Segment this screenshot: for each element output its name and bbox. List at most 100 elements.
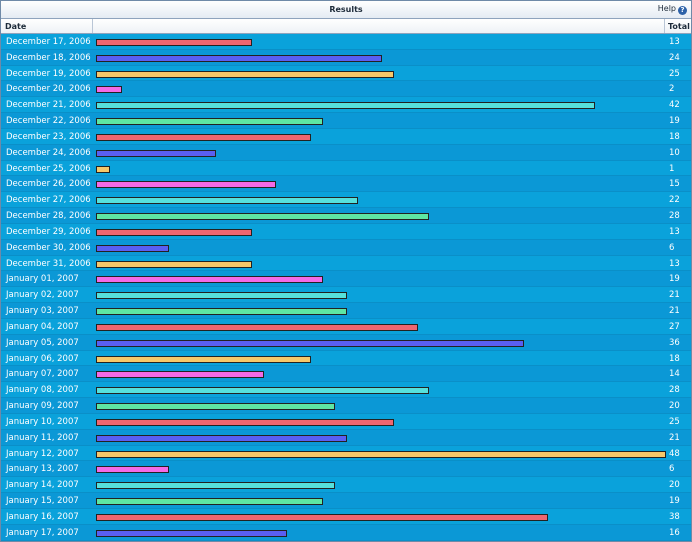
table-row: January 04, 2007 27 xyxy=(1,319,691,335)
row-date: December 23, 2006 xyxy=(6,131,91,142)
row-date: December 24, 2006 xyxy=(6,147,91,158)
row-total: 25 xyxy=(669,416,680,427)
row-total: 14 xyxy=(669,369,680,380)
row-bar xyxy=(96,434,347,442)
row-total: 15 xyxy=(669,179,680,190)
table-row: December 27, 2006 22 xyxy=(1,192,691,209)
row-bar xyxy=(96,181,276,189)
table-row: December 21, 2006 42 xyxy=(1,97,691,114)
row-total: 19 xyxy=(669,274,680,285)
row-bar xyxy=(96,276,323,284)
row-total: 10 xyxy=(669,147,680,158)
row-date: January 17, 2007 xyxy=(6,527,79,538)
row-bar xyxy=(96,387,429,395)
row-bar xyxy=(96,197,358,205)
table-row: January 02, 2007 21 xyxy=(1,287,691,304)
row-date: January 04, 2007 xyxy=(6,321,79,332)
row-bar xyxy=(96,149,216,157)
row-total: 18 xyxy=(669,353,680,364)
row-date: January 12, 2007 xyxy=(6,448,79,459)
table-row: January 05, 2007 36 xyxy=(1,334,691,351)
row-total: 13 xyxy=(669,37,680,47)
row-date: January 09, 2007 xyxy=(6,401,79,412)
row-total: 28 xyxy=(669,385,680,396)
results-table-body: December 17, 2006 13 December 18, 2006 24 De… xyxy=(1,34,691,541)
row-date: December 18, 2006 xyxy=(6,52,91,63)
help-button[interactable]: Help? xyxy=(658,4,687,15)
row-date: January 06, 2007 xyxy=(6,353,79,364)
table-row: December 29, 2006 13 xyxy=(1,224,691,240)
row-date: January 02, 2007 xyxy=(6,290,79,301)
table-row: December 20, 2006 2 xyxy=(1,81,691,98)
row-bar xyxy=(96,165,110,173)
table-row: December 24, 2006 10 xyxy=(1,144,691,161)
row-date: December 27, 2006 xyxy=(6,195,91,206)
row-total: 19 xyxy=(669,116,680,127)
row-bar xyxy=(96,482,335,490)
row-total: 21 xyxy=(669,432,680,443)
row-bar xyxy=(96,86,122,94)
row-bar xyxy=(96,244,169,252)
table-row: January 10, 2007 25 xyxy=(1,414,691,430)
row-date: December 29, 2006 xyxy=(6,226,91,237)
table-row: December 28, 2006 28 xyxy=(1,208,691,224)
row-total: 42 xyxy=(669,100,680,111)
row-bar xyxy=(96,54,382,62)
row-total: 13 xyxy=(669,226,680,237)
row-total: 13 xyxy=(669,258,680,269)
table-row: January 17, 2007 16 xyxy=(1,524,691,541)
table-row: December 31, 2006 13 xyxy=(1,256,691,272)
row-bar xyxy=(96,450,666,458)
row-total: 28 xyxy=(669,211,680,222)
row-date: December 25, 2006 xyxy=(6,163,91,174)
row-bar xyxy=(96,466,169,474)
column-divider xyxy=(92,19,93,33)
row-date: December 20, 2006 xyxy=(6,84,91,95)
table-row: December 30, 2006 6 xyxy=(1,239,691,256)
help-label: Help xyxy=(657,4,676,13)
table-row: January 16, 2007 38 xyxy=(1,509,691,525)
table-row: January 15, 2007 19 xyxy=(1,493,691,509)
row-total: 18 xyxy=(669,131,680,142)
table-row: December 18, 2006 24 xyxy=(1,49,691,66)
row-date: December 22, 2006 xyxy=(6,116,91,127)
table-row: January 01, 2007 19 xyxy=(1,271,691,288)
row-date: December 30, 2006 xyxy=(6,242,91,253)
table-row: January 13, 2007 6 xyxy=(1,461,691,478)
row-bar xyxy=(96,39,252,46)
row-total: 16 xyxy=(669,527,680,538)
table-row: January 03, 2007 21 xyxy=(1,303,691,319)
row-total: 36 xyxy=(669,337,680,348)
row-date: January 05, 2007 xyxy=(6,337,79,348)
row-bar xyxy=(96,371,264,379)
row-date: December 21, 2006 xyxy=(6,100,91,111)
row-total: 6 xyxy=(669,242,675,253)
row-total: 27 xyxy=(669,321,680,332)
help-icon: ? xyxy=(678,6,687,15)
table-row: January 11, 2007 21 xyxy=(1,429,691,446)
column-header-date[interactable]: Date xyxy=(5,22,27,31)
table-row: December 19, 2006 25 xyxy=(1,66,691,82)
table-row: December 26, 2006 15 xyxy=(1,176,691,193)
row-bar xyxy=(96,260,252,268)
table-header: Date Total xyxy=(1,19,691,34)
row-date: December 19, 2006 xyxy=(6,68,91,79)
row-total: 25 xyxy=(669,68,680,79)
row-date: January 11, 2007 xyxy=(6,432,79,443)
row-bar xyxy=(96,308,347,316)
table-row: December 25, 2006 1 xyxy=(1,161,691,177)
title-bar: Results Help? xyxy=(1,1,691,19)
row-total: 38 xyxy=(669,511,680,522)
row-date: January 08, 2007 xyxy=(6,385,79,396)
row-bar xyxy=(96,498,323,506)
row-bar xyxy=(96,228,252,236)
row-bar xyxy=(96,513,548,521)
row-date: December 28, 2006 xyxy=(6,211,91,222)
row-bar xyxy=(96,529,287,537)
row-date: January 16, 2007 xyxy=(6,511,79,522)
table-row: December 17, 2006 13 xyxy=(1,34,691,50)
row-bar xyxy=(96,118,323,126)
column-header-total[interactable]: Total xyxy=(668,22,690,31)
row-bar xyxy=(96,102,595,110)
